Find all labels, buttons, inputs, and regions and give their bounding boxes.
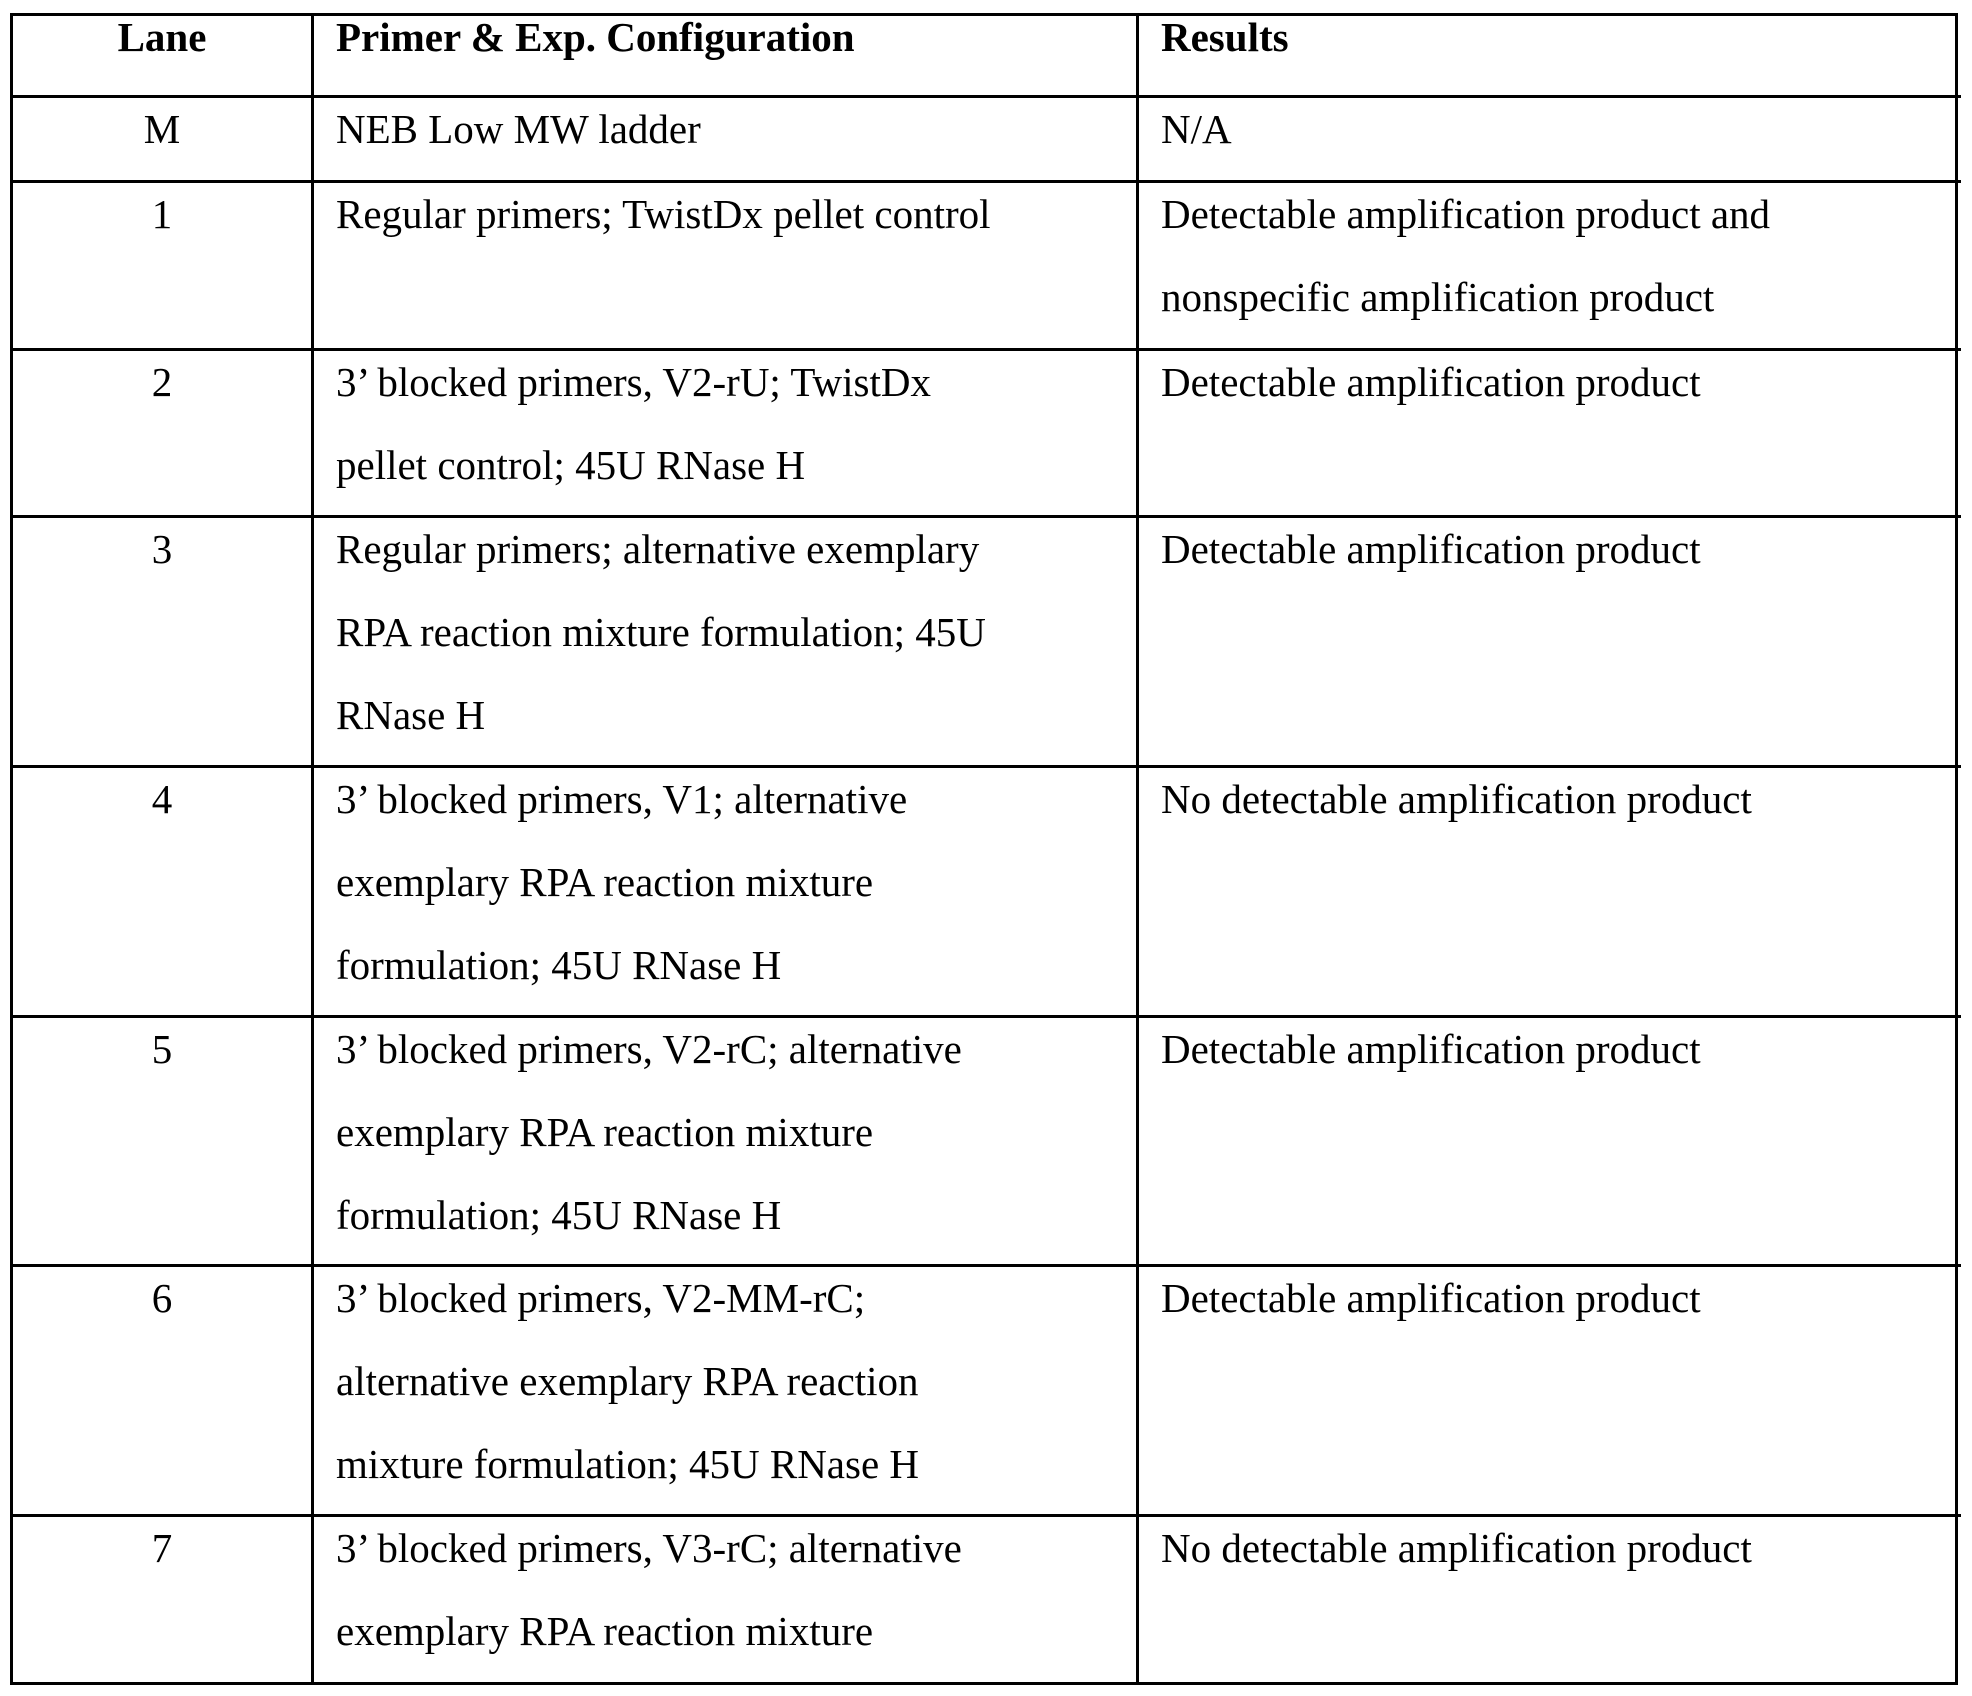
results-cell-text: No detectable amplification product xyxy=(1161,768,1961,841)
config-cell-text: 3’ blocked primers, V1; alternativeexemp… xyxy=(336,768,1136,1007)
config-cell: 3’ blocked primers, V1; alternativeexemp… xyxy=(314,768,1139,1018)
config-cell: NEB Low MW ladder xyxy=(314,98,1139,183)
config-cell: 3’ blocked primers, V2-rU; TwistDxpellet… xyxy=(314,351,1139,518)
header-config: Primer & Exp. Configuration xyxy=(314,16,1139,98)
header-results: Results xyxy=(1139,16,1961,98)
config-cell-text: 3’ blocked primers, V2-MM-rC;alternative… xyxy=(336,1267,1136,1506)
results-cell: N/A xyxy=(1139,98,1961,183)
lane-cell-text: 5 xyxy=(13,1018,311,1091)
results-line: N/A xyxy=(1161,98,1961,171)
lane-cell: 1 xyxy=(13,183,314,351)
header-results-text: Results xyxy=(1161,16,1289,60)
config-cell-text: NEB Low MW ladder xyxy=(336,98,1136,171)
results-line: No detectable amplification product xyxy=(1161,1517,1961,1590)
config-line: exemplary RPA reaction mixture xyxy=(336,1590,1136,1673)
results-line: No detectable amplification product xyxy=(1161,768,1961,841)
config-cell-text: Regular primers; alternative exemplaryRP… xyxy=(336,518,1136,757)
config-line: 3’ blocked primers, V1; alternative xyxy=(336,768,1136,841)
lane-cell: 6 xyxy=(13,1267,314,1517)
config-line: Regular primers; TwistDx pellet control xyxy=(336,183,1136,256)
config-line: formulation; 45U RNase H xyxy=(336,924,1136,1007)
results-line: Detectable amplification product and xyxy=(1161,183,1961,256)
config-line: alternative exemplary RPA reaction xyxy=(336,1340,1136,1423)
config-cell: 3’ blocked primers, V3-rC; alternativeex… xyxy=(314,1517,1139,1685)
results-cell-text: Detectable amplification product xyxy=(1161,518,1961,591)
results-line: nonspecific amplification product xyxy=(1161,256,1961,339)
results-cell-text: Detectable amplification product andnons… xyxy=(1161,183,1961,339)
config-line: 3’ blocked primers, V2-rU; TwistDx xyxy=(336,351,1136,424)
results-table: Lane Primer & Exp. Configuration Results… xyxy=(10,13,1958,1685)
results-cell-text: Detectable amplification product xyxy=(1161,1267,1961,1340)
header-lane: Lane xyxy=(13,16,314,98)
config-cell-text: Regular primers; TwistDx pellet control xyxy=(336,183,1136,256)
results-line: Detectable amplification product xyxy=(1161,351,1961,424)
config-cell: 3’ blocked primers, V2-MM-rC;alternative… xyxy=(314,1267,1139,1517)
results-cell: No detectable amplification product xyxy=(1139,768,1961,1018)
results-cell-text: No detectable amplification product xyxy=(1161,1517,1961,1590)
config-line: 3’ blocked primers, V2-MM-rC; xyxy=(336,1267,1136,1340)
results-cell: Detectable amplification product xyxy=(1139,518,1961,768)
results-cell-text: Detectable amplification product xyxy=(1161,1018,1961,1091)
results-line: Detectable amplification product xyxy=(1161,518,1961,591)
config-line: exemplary RPA reaction mixture xyxy=(336,841,1136,924)
lane-cell: 4 xyxy=(13,768,314,1018)
lane-cell: 5 xyxy=(13,1018,314,1267)
lane-cell-text: M xyxy=(13,98,311,171)
header-config-text: Primer & Exp. Configuration xyxy=(336,16,855,60)
results-cell: No detectable amplification product xyxy=(1139,1517,1961,1685)
lane-cell: 2 xyxy=(13,351,314,518)
results-cell: Detectable amplification product xyxy=(1139,1267,1961,1517)
config-line: NEB Low MW ladder xyxy=(336,98,1136,171)
lane-cell-text: 3 xyxy=(13,518,311,591)
config-cell-text: 3’ blocked primers, V2-rC; alternativeex… xyxy=(336,1018,1136,1257)
config-cell-text: 3’ blocked primers, V3-rC; alternativeex… xyxy=(336,1517,1136,1673)
results-cell: Detectable amplification product andnons… xyxy=(1139,183,1961,351)
lane-cell-text: 2 xyxy=(13,351,311,424)
results-line: Detectable amplification product xyxy=(1161,1018,1961,1091)
config-line: exemplary RPA reaction mixture xyxy=(336,1091,1136,1174)
lane-cell-text: 1 xyxy=(13,183,311,256)
config-line: mixture formulation; 45U RNase H xyxy=(336,1423,1136,1506)
results-cell: Detectable amplification product xyxy=(1139,351,1961,518)
config-line: Regular primers; alternative exemplary xyxy=(336,518,1136,591)
config-line: RNase H xyxy=(336,674,1136,757)
config-line: pellet control; 45U RNase H xyxy=(336,424,1136,507)
config-cell: 3’ blocked primers, V2-rC; alternativeex… xyxy=(314,1018,1139,1267)
lane-cell: 3 xyxy=(13,518,314,768)
config-cell: Regular primers; TwistDx pellet control xyxy=(314,183,1139,351)
results-line: Detectable amplification product xyxy=(1161,1267,1961,1340)
config-line: 3’ blocked primers, V2-rC; alternative xyxy=(336,1018,1136,1091)
config-line: 3’ blocked primers, V3-rC; alternative xyxy=(336,1517,1136,1590)
config-line: formulation; 45U RNase H xyxy=(336,1174,1136,1257)
results-cell-text: Detectable amplification product xyxy=(1161,351,1961,424)
header-lane-text: Lane xyxy=(118,16,207,60)
config-cell: Regular primers; alternative exemplaryRP… xyxy=(314,518,1139,768)
results-cell-text: N/A xyxy=(1161,98,1961,171)
results-cell: Detectable amplification product xyxy=(1139,1018,1961,1267)
lane-cell: M xyxy=(13,98,314,183)
lane-cell-text: 7 xyxy=(13,1517,311,1590)
lane-cell-text: 6 xyxy=(13,1267,311,1340)
config-cell-text: 3’ blocked primers, V2-rU; TwistDxpellet… xyxy=(336,351,1136,507)
lane-cell: 7 xyxy=(13,1517,314,1685)
config-line: RPA reaction mixture formulation; 45U xyxy=(336,591,1136,674)
lane-cell-text: 4 xyxy=(13,768,311,841)
